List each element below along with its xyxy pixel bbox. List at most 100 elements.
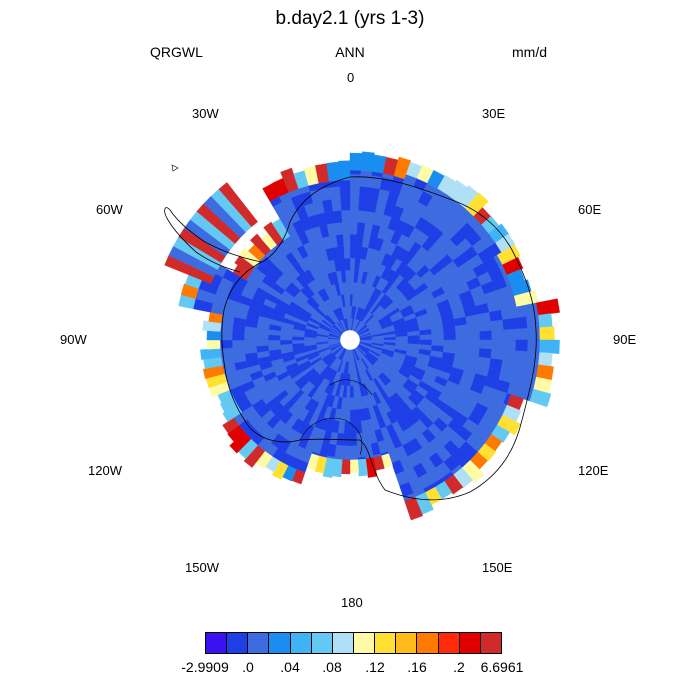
grid-cell bbox=[514, 350, 528, 364]
lon-label-0: 0 bbox=[347, 70, 355, 85]
grid-cell bbox=[291, 339, 305, 345]
colorbar-swatch bbox=[248, 633, 270, 653]
grid-cell bbox=[243, 445, 266, 468]
lon-label-150e: 150E bbox=[482, 560, 513, 575]
grid-cell bbox=[206, 330, 221, 341]
colorbar-swatch bbox=[480, 633, 501, 653]
colorbar-swatch bbox=[353, 633, 376, 653]
grid-cell bbox=[342, 221, 351, 235]
data-cells bbox=[164, 151, 560, 521]
grid-cell bbox=[455, 339, 469, 348]
grid-cell bbox=[479, 330, 493, 341]
grid-cell bbox=[496, 244, 521, 266]
grid-cell bbox=[331, 198, 342, 212]
colorbar-tick-label: 6.6961 bbox=[480, 659, 524, 675]
grid-cell bbox=[329, 186, 341, 200]
grid-cell bbox=[232, 346, 246, 356]
season-label: ANN bbox=[335, 44, 365, 60]
lon-label-180: 180 bbox=[341, 595, 363, 610]
grid-cell bbox=[338, 160, 351, 181]
coastline bbox=[221, 176, 537, 501]
grid-cell bbox=[349, 233, 358, 247]
grid-cell bbox=[515, 328, 529, 341]
grid-cell bbox=[222, 417, 240, 434]
grid-cell bbox=[526, 351, 540, 366]
lon-label-90e: 90E bbox=[613, 332, 637, 347]
colorbar-swatch bbox=[332, 633, 354, 653]
grid-cell bbox=[529, 388, 552, 408]
grid-cell bbox=[538, 313, 553, 328]
grid-cell bbox=[478, 348, 492, 359]
grid-cell bbox=[263, 221, 284, 246]
grid-cell bbox=[243, 345, 258, 355]
grid-cell bbox=[249, 233, 272, 256]
grid-cell bbox=[279, 339, 293, 345]
grid-cell bbox=[454, 324, 468, 334]
colorbar-swatch bbox=[311, 633, 333, 653]
grid-cell bbox=[349, 209, 359, 223]
grid-cell bbox=[340, 197, 351, 211]
grid-cell bbox=[431, 339, 445, 347]
colorbar-swatch bbox=[438, 633, 460, 653]
lon-label-120w: 120W bbox=[88, 463, 122, 478]
grid-cell bbox=[358, 198, 369, 212]
grid-cell bbox=[218, 182, 258, 228]
lon-label-30w: 30W bbox=[192, 106, 219, 121]
grid-cell bbox=[515, 339, 529, 352]
grid-cell bbox=[536, 298, 560, 316]
grid-cell bbox=[231, 332, 245, 341]
colorbar-swatch bbox=[227, 633, 249, 653]
grid-cell bbox=[491, 424, 510, 443]
grid-cell bbox=[339, 185, 351, 199]
grid-cell bbox=[238, 247, 261, 268]
grid-cell bbox=[231, 339, 245, 348]
grid-cell bbox=[222, 404, 243, 422]
grid-cell bbox=[349, 409, 356, 423]
colorbar-swatch bbox=[206, 633, 228, 653]
grid-cell bbox=[503, 339, 517, 352]
colorbar-swatch bbox=[269, 633, 291, 653]
grid-cell bbox=[455, 332, 469, 341]
grid-cell bbox=[527, 327, 541, 341]
grid-cell bbox=[431, 333, 445, 341]
grid-cell bbox=[500, 307, 515, 321]
colorbar-swatch bbox=[459, 633, 481, 653]
colorbar-tick-label: .08 bbox=[322, 659, 342, 675]
lon-label-60e: 60E bbox=[578, 202, 602, 217]
grid-cell bbox=[395, 335, 409, 341]
grid-cell bbox=[357, 458, 369, 477]
grid-cell bbox=[371, 154, 387, 174]
lon-label-90w: 90W bbox=[60, 332, 87, 347]
lon-label-30e: 30E bbox=[482, 106, 506, 121]
colorbar-tick-label: .2 bbox=[453, 659, 465, 675]
units-label: mm/d bbox=[512, 44, 547, 60]
colorbar bbox=[205, 632, 502, 654]
colorbar-tick-label: .04 bbox=[280, 659, 300, 675]
grid-cell bbox=[538, 352, 553, 367]
grid-cell bbox=[340, 459, 351, 475]
grid-cell bbox=[349, 152, 363, 171]
grid-cell bbox=[467, 339, 481, 349]
grid-cell bbox=[255, 333, 269, 341]
colorbar-tick-label: .12 bbox=[365, 659, 385, 675]
grid-cell bbox=[335, 233, 345, 248]
grid-cell bbox=[349, 197, 360, 211]
grid-cell bbox=[349, 385, 355, 399]
grid-cell bbox=[349, 221, 358, 235]
grid-cell bbox=[407, 335, 421, 341]
grid-cell bbox=[339, 179, 351, 187]
grid-cell bbox=[419, 334, 433, 341]
ice-shelf-outline bbox=[299, 379, 373, 456]
grid-cell bbox=[334, 222, 344, 236]
grid-cell bbox=[341, 209, 351, 223]
grid-cell bbox=[326, 161, 340, 182]
grid-cell bbox=[349, 169, 362, 175]
grid-cell bbox=[345, 281, 351, 295]
colorbar-tick-label: .0 bbox=[242, 659, 254, 675]
lon-label-60w: 60W bbox=[96, 202, 123, 217]
grid-cell bbox=[255, 339, 269, 347]
grid-cell bbox=[349, 445, 358, 459]
grid-cell bbox=[465, 192, 489, 217]
colorbar-swatch bbox=[375, 633, 397, 653]
grid-cell bbox=[343, 421, 351, 435]
